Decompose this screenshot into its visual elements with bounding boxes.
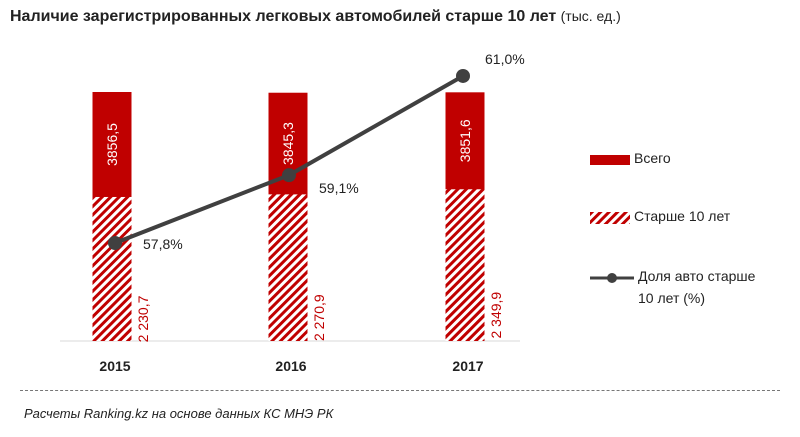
point-share-2017: [456, 68, 470, 83]
label-total-2016: 3845,3: [280, 122, 296, 165]
label-share-2016: 59,1%: [319, 180, 359, 196]
legend-label: Старше 10 лет: [634, 208, 731, 224]
label-total-2017: 3851,6: [457, 119, 473, 162]
legend-swatch-share: [590, 273, 634, 283]
label-older-2017: 2 349,9: [488, 292, 504, 339]
label-total-2015: 3856,5: [104, 123, 120, 166]
point-share-2015: [108, 236, 122, 250]
chart-title: Наличие зарегистрированных легковых авто…: [10, 8, 621, 26]
point-share-2016: [282, 168, 296, 183]
x-tick-2016: 2016: [275, 358, 306, 374]
title-text: Наличие зарегистрированных легковых авто…: [10, 8, 557, 25]
bar-older-2016: [268, 194, 308, 341]
legend-swatch-older: [590, 212, 630, 224]
bar-older-2017: [445, 189, 485, 341]
title-unit: (тыс. ед.): [560, 8, 621, 24]
legend-swatch-total: [590, 155, 630, 165]
bar-older-2015: [92, 196, 132, 341]
label-older-2016: 2 270,9: [311, 294, 327, 341]
legend-label: Всего: [634, 150, 671, 166]
label-share-2017: 61,0%: [485, 51, 525, 67]
source-note: Расчеты Ranking.kz на основе данных КС М…: [24, 406, 334, 421]
x-tick-2015: 2015: [99, 358, 130, 374]
divider: [20, 390, 780, 391]
legend-label: 10 лет (%): [638, 290, 706, 306]
label-share-2015: 57,8%: [143, 236, 183, 252]
x-tick-2017: 2017: [452, 358, 483, 374]
label-older-2015: 2 230,7: [135, 295, 151, 342]
legend-label: Доля авто старше: [638, 268, 756, 284]
